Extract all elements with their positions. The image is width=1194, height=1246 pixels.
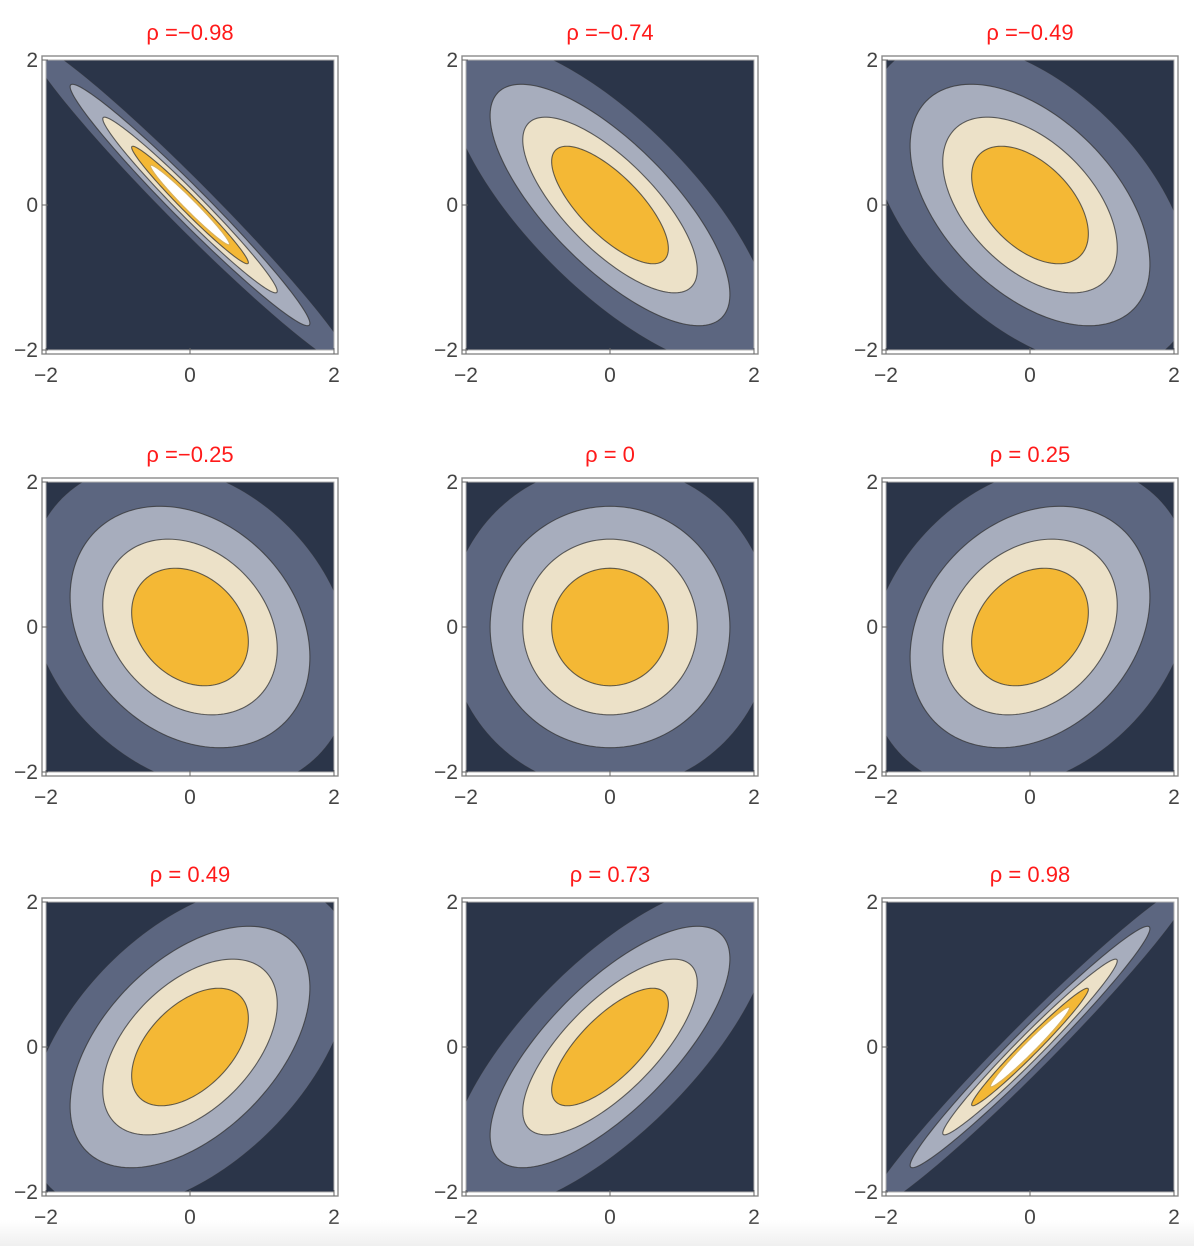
panel-title: ρ =−0.98 — [146, 20, 233, 45]
panel-9: ρ = 0.98 −2−2 0 0 2 2 — [854, 862, 1180, 1229]
contour-bands — [466, 60, 754, 350]
x-tick-label: 0 — [1024, 786, 1036, 809]
x-tick-label: 2 — [748, 364, 760, 387]
y-tick-label: −2 — [854, 1181, 878, 1204]
y-tick-label: 2 — [866, 49, 878, 72]
panel-4: ρ =−0.25 −2−2 0 0 2 2 — [14, 442, 340, 809]
x-tick-label: 2 — [328, 1206, 340, 1229]
panel-3: ρ =−0.49 −2−2 0 0 2 2 — [854, 20, 1180, 387]
x-tick-label: 0 — [184, 364, 196, 387]
panel-5: ρ = 0 −2−2 0 0 2 2 — [434, 442, 760, 809]
y-tick-label: 0 — [446, 194, 458, 217]
y-tick-label: 2 — [26, 891, 38, 914]
y-tick-label: 2 — [446, 471, 458, 494]
panel-6: ρ = 0.25 −2−2 0 0 2 2 — [854, 442, 1180, 809]
panel-1: ρ =−0.98 −2−2 0 0 2 2 — [14, 20, 340, 387]
x-tick-label: −2 — [874, 364, 898, 387]
y-tick-label: −2 — [434, 339, 458, 362]
contour-bands — [886, 482, 1174, 772]
x-tick-label: −2 — [34, 364, 58, 387]
x-tick-label: −2 — [34, 786, 58, 809]
contour-bands — [466, 482, 754, 772]
panel-title: ρ = 0.98 — [990, 862, 1070, 887]
contour-level-4 — [131, 987, 249, 1107]
panel-title: ρ = 0.73 — [570, 862, 650, 887]
y-tick-label: −2 — [14, 761, 38, 784]
x-tick-label: 0 — [184, 786, 196, 809]
x-tick-label: 0 — [184, 1206, 196, 1229]
y-tick-label: 2 — [866, 471, 878, 494]
y-tick-label: 0 — [446, 1036, 458, 1059]
x-tick-label: −2 — [34, 1206, 58, 1229]
x-tick-label: 2 — [1168, 364, 1180, 387]
contour-level-4 — [971, 567, 1089, 687]
panel-title: ρ = 0.25 — [990, 442, 1070, 467]
x-tick-label: 2 — [1168, 786, 1180, 809]
x-tick-label: 2 — [328, 364, 340, 387]
x-tick-label: 2 — [1168, 1206, 1180, 1229]
contour-level-4 — [971, 145, 1089, 265]
x-tick-label: 2 — [328, 786, 340, 809]
panel-title: ρ =−0.25 — [146, 442, 233, 467]
y-tick-label: −2 — [854, 339, 878, 362]
panel-2: ρ =−0.74 −2−2 0 0 2 2 — [434, 20, 760, 387]
contour-bands — [886, 60, 1174, 350]
y-tick-label: 2 — [446, 891, 458, 914]
panel-title: ρ = 0 — [585, 442, 635, 467]
y-tick-label: 0 — [866, 194, 878, 217]
x-tick-label: −2 — [454, 1206, 478, 1229]
y-tick-label: 0 — [26, 1036, 38, 1059]
contour-level-4 — [551, 987, 669, 1107]
contour-level-4 — [551, 145, 669, 265]
x-tick-label: 0 — [1024, 364, 1036, 387]
y-tick-label: −2 — [434, 761, 458, 784]
y-tick-label: −2 — [14, 339, 38, 362]
contour-bands — [46, 482, 334, 772]
y-tick-label: 2 — [26, 471, 38, 494]
y-tick-label: 0 — [446, 616, 458, 639]
contour-level-4 — [551, 567, 669, 687]
x-tick-label: 2 — [748, 1206, 760, 1229]
y-tick-label: −2 — [434, 1181, 458, 1204]
x-tick-label: −2 — [454, 786, 478, 809]
x-tick-label: −2 — [874, 1206, 898, 1229]
contour-bands — [46, 902, 334, 1192]
contour-bands — [466, 902, 754, 1192]
x-tick-label: −2 — [454, 364, 478, 387]
y-tick-label: 2 — [866, 891, 878, 914]
x-tick-label: 0 — [1024, 1206, 1036, 1229]
contour-level-5 — [149, 164, 231, 246]
panel-title: ρ =−0.74 — [566, 20, 653, 45]
contour-level-4 — [131, 567, 249, 687]
y-tick-label: 2 — [26, 49, 38, 72]
y-tick-label: −2 — [854, 761, 878, 784]
x-tick-label: −2 — [874, 786, 898, 809]
x-tick-label: 0 — [604, 1206, 616, 1229]
panel-title: ρ =−0.49 — [986, 20, 1073, 45]
x-tick-label: 0 — [604, 786, 616, 809]
contour-level-5 — [989, 1006, 1071, 1088]
y-tick-label: 2 — [446, 49, 458, 72]
panel-8: ρ = 0.73 −2−2 0 0 2 2 — [434, 862, 760, 1229]
y-tick-label: −2 — [14, 1181, 38, 1204]
y-tick-label: 0 — [26, 194, 38, 217]
panel-title: ρ = 0.49 — [150, 862, 230, 887]
y-tick-label: 0 — [26, 616, 38, 639]
y-tick-label: 0 — [866, 1036, 878, 1059]
contour-bands — [46, 60, 334, 350]
y-tick-label: 0 — [866, 616, 878, 639]
x-tick-label: 0 — [604, 364, 616, 387]
panel-7: ρ = 0.49 −2−2 0 0 2 2 — [14, 862, 340, 1229]
x-tick-label: 2 — [748, 786, 760, 809]
contour-bands — [886, 902, 1174, 1192]
